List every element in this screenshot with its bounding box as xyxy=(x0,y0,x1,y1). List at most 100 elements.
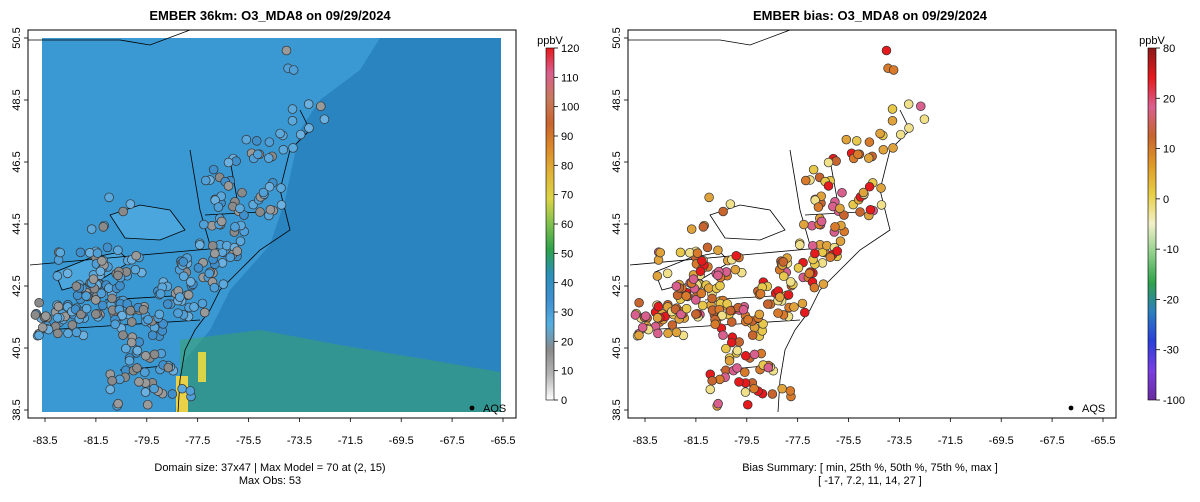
right-station-marker xyxy=(875,128,885,139)
left-station-marker xyxy=(149,383,159,394)
left-ytick-label: 46.5 xyxy=(11,151,23,172)
left-station-marker xyxy=(130,264,141,275)
right-x-axis: -83.5 -81.5 -79.5 -77.5 -75.5 -73.5 -71.5 -69.5… xyxy=(632,418,1116,447)
right-station-marker xyxy=(732,345,743,356)
left-colorbar-unit: ppbV xyxy=(537,35,563,47)
left-station-marker xyxy=(125,199,136,209)
right-station-marker xyxy=(809,282,820,293)
right-station-marker xyxy=(740,387,751,397)
right-xtick-label: -67.5 xyxy=(1040,435,1065,447)
left-station-marker xyxy=(295,129,306,140)
right-station-marker xyxy=(704,192,714,203)
left-station-marker xyxy=(67,320,78,330)
right-station-marker xyxy=(851,136,862,146)
right-station-marker xyxy=(743,399,753,410)
left-station-marker xyxy=(104,192,114,203)
left-station-marker xyxy=(113,398,123,409)
left-station-marker xyxy=(76,309,86,320)
right-station-marker xyxy=(835,236,846,246)
right-station-marker xyxy=(795,240,805,250)
right-station-marker xyxy=(727,317,737,327)
left-station-marker xyxy=(276,183,286,193)
right-station-marker xyxy=(778,257,789,267)
right-station-marker xyxy=(676,309,686,320)
right-station-marker xyxy=(721,343,731,354)
right-station-marker xyxy=(818,279,829,289)
left-station-marker xyxy=(55,247,65,258)
right-station-marker xyxy=(738,305,749,315)
left-xtick-label: -83.5 xyxy=(32,435,57,447)
left-station-marker xyxy=(319,114,330,124)
left-station-marker xyxy=(287,116,298,126)
right-station-marker xyxy=(695,266,706,277)
right-station-marker xyxy=(853,149,863,160)
left-station-marker xyxy=(149,349,160,360)
left-xtick-label: -65.5 xyxy=(490,435,515,447)
aqs-legend-marker xyxy=(469,405,475,411)
right-station-marker xyxy=(715,281,725,291)
right-station-marker xyxy=(789,302,799,312)
left-cbtick-label: 40 xyxy=(561,278,573,290)
left-station-marker xyxy=(179,271,189,282)
left-station-marker xyxy=(107,375,117,386)
right-cbtick-label: -10 xyxy=(1163,244,1179,256)
right-xtick-label: -79.5 xyxy=(734,435,759,447)
left-ozone-hotspot xyxy=(176,376,188,412)
left-station-marker xyxy=(275,128,285,139)
right-station-marker xyxy=(835,203,845,214)
left-station-marker xyxy=(86,224,97,234)
left-station-marker xyxy=(230,222,240,232)
left-station-marker xyxy=(258,187,269,198)
left-xtick-label: -81.5 xyxy=(83,435,108,447)
right-cbtick-label: -20 xyxy=(1163,294,1179,306)
right-xtick-label: -77.5 xyxy=(785,435,810,447)
right-station-marker xyxy=(783,290,794,300)
right-station-marker xyxy=(725,199,736,209)
left-ytick-label: 40.5 xyxy=(11,337,23,358)
left-station-marker xyxy=(95,266,106,277)
left-station-marker xyxy=(287,104,298,114)
right-station-marker xyxy=(702,242,713,253)
left-station-marker xyxy=(178,257,189,267)
left-station-marker xyxy=(91,295,101,305)
left-station-marker xyxy=(207,240,218,251)
right-station-marker xyxy=(713,398,723,409)
right-y-axis: 50.5 48.5 46.5 44.5 42.5 40.5 38.5 xyxy=(611,27,628,421)
right-station-marker xyxy=(763,299,773,309)
right-station-marker xyxy=(713,245,723,256)
left-station-marker xyxy=(264,182,275,192)
right-cbtick-label: 20 xyxy=(1163,93,1175,105)
left-lake-ontario-field xyxy=(110,205,185,240)
right-xtick-label: -65.5 xyxy=(1090,435,1115,447)
left-station-marker xyxy=(98,222,109,232)
right-station-marker xyxy=(731,251,741,261)
left-map-title: EMBER 36km: O3_MDA8 on 09/29/2024 xyxy=(149,8,391,23)
left-station-marker xyxy=(316,101,326,111)
right-station-marker xyxy=(813,202,824,212)
left-station-marker xyxy=(107,293,117,304)
right-station-marker xyxy=(864,182,875,192)
left-ozone-hotspot-2 xyxy=(198,352,206,382)
right-station-marker xyxy=(630,310,641,320)
left-station-marker xyxy=(185,386,196,396)
left-station-marker xyxy=(235,236,246,246)
left-station-marker xyxy=(113,245,123,256)
right-colorbar-ramp xyxy=(1147,47,1157,401)
left-x-axis: -83.5 -81.5 -79.5 -77.5 -75.5 -73.5 -71.5 -69.5… xyxy=(32,418,516,447)
left-station-marker xyxy=(118,206,128,217)
right-ytick-label: 46.5 xyxy=(611,151,623,172)
left-station-marker xyxy=(71,281,82,292)
left-xtick-label: -67.5 xyxy=(440,435,465,447)
right-station-marker xyxy=(637,322,648,333)
right-station-marker xyxy=(653,328,663,339)
left-station-marker xyxy=(53,301,64,312)
right-station-marker xyxy=(671,281,682,292)
right-xtick-label: -83.5 xyxy=(632,435,657,447)
right-station-marker xyxy=(785,277,796,287)
left-station-marker xyxy=(126,337,137,348)
left-station-marker xyxy=(53,328,63,339)
left-station-marker xyxy=(175,292,185,302)
right-cbtick-label: -30 xyxy=(1163,345,1179,357)
right-station-marker xyxy=(691,295,701,305)
right-ytick-label: 50.5 xyxy=(611,27,623,48)
